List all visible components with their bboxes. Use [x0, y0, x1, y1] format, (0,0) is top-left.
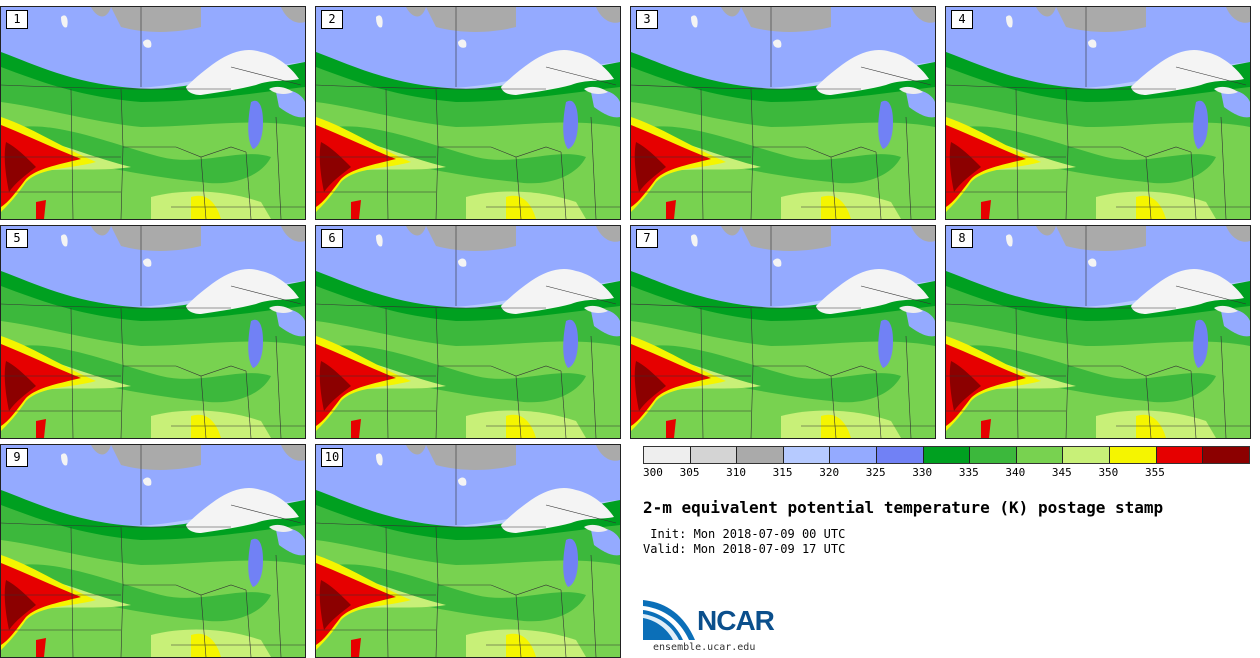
colorbar-swatch: [644, 447, 691, 463]
colorbar-tick-label: 305: [679, 466, 700, 479]
map-field: [1, 7, 305, 219]
member-number-label: 1: [6, 10, 28, 29]
colorbar-swatch: [1063, 447, 1111, 463]
map-field: [631, 7, 935, 219]
colorbar-swatch: [1203, 447, 1249, 463]
colorbar-swatch: [923, 447, 971, 463]
member-panel: 9: [0, 444, 306, 658]
colorbar: [643, 446, 1250, 464]
site-url: ensemble.ucar.edu: [653, 642, 756, 653]
colorbar-ticks: 300 305 310 315 320 325 330 335 340 345 350 355: [643, 466, 1248, 480]
map-field: [1, 445, 305, 657]
colorbar-tick-label: 345: [1051, 466, 1072, 479]
colorbar-swatch: [1156, 447, 1204, 463]
colorbar-swatch: [783, 447, 831, 463]
map-field: [631, 226, 935, 438]
init-time: Init: Mon 2018-07-09 00 UTC: [643, 527, 846, 541]
map-field: [1, 226, 305, 438]
colorbar-swatch: [1110, 447, 1157, 463]
colorbar-tick-label: 315: [772, 466, 793, 479]
colorbar-tick-label: 350: [1098, 466, 1119, 479]
ncar-logo-icon: [643, 600, 695, 640]
colorbar-swatch: [1016, 447, 1064, 463]
map-field: [316, 7, 620, 219]
member-number-label: 2: [321, 10, 343, 29]
colorbar-tick-label: 325: [865, 466, 886, 479]
colorbar-tick-label: 355: [1144, 466, 1165, 479]
colorbar-tick-label: 330: [912, 466, 933, 479]
colorbar-swatch: [690, 447, 738, 463]
figure-title: 2-m equivalent potential temperature (K)…: [643, 498, 1164, 517]
colorbar-swatch: [737, 447, 784, 463]
member-panel: 8: [945, 225, 1251, 439]
member-panel: 3: [630, 6, 936, 220]
member-number-label: 4: [951, 10, 973, 29]
colorbar-swatch: [970, 447, 1017, 463]
colorbar-tick-label: 320: [819, 466, 840, 479]
member-number-label: 3: [636, 10, 658, 29]
member-panel: 1: [0, 6, 306, 220]
member-panel: 2: [315, 6, 621, 220]
member-number-label: 5: [6, 229, 28, 248]
member-number-label: 8: [951, 229, 973, 248]
member-panel: 10: [315, 444, 621, 658]
member-number-label: 10: [321, 448, 343, 467]
valid-time: Valid: Mon 2018-07-09 17 UTC: [643, 542, 846, 556]
colorbar-swatch: [877, 447, 924, 463]
map-field: [316, 445, 620, 657]
member-number-label: 6: [321, 229, 343, 248]
member-panel: 7: [630, 225, 936, 439]
member-panel: 6: [315, 225, 621, 439]
member-panel: 4: [945, 6, 1251, 220]
member-panel: 5: [0, 225, 306, 439]
colorbar-swatch: [830, 447, 878, 463]
map-field: [946, 226, 1250, 438]
member-number-label: 9: [6, 448, 28, 467]
colorbar-tick-label: 335: [958, 466, 979, 479]
colorbar-tick-label: 300: [643, 466, 663, 479]
map-field: [316, 226, 620, 438]
colorbar-tick-label: 310: [726, 466, 746, 479]
map-field: [946, 7, 1250, 219]
member-number-label: 7: [636, 229, 658, 248]
ncar-logo-text: NCAR: [697, 605, 775, 636]
colorbar-tick-label: 340: [1005, 466, 1026, 479]
